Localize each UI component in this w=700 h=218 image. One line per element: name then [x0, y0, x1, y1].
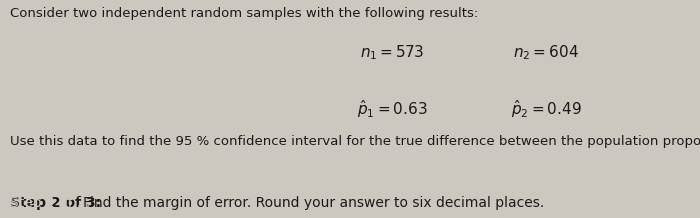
- Text: Step 2 of 3:: Step 2 of 3:: [10, 196, 101, 210]
- Text: $n_1 = 573$: $n_1 = 573$: [360, 44, 424, 62]
- Text: Find the margin of error. Round your answer to six decimal places.: Find the margin of error. Round your ans…: [83, 196, 544, 210]
- Text: $n_2 = 604$: $n_2 = 604$: [513, 44, 579, 62]
- Text: Consider two independent random samples with the following results:: Consider two independent random samples …: [10, 7, 478, 20]
- Text: Step 2 of 3:  Find the margin of error. Round your answer to six decimal places.: Step 2 of 3: Find the margin of error. R…: [10, 196, 560, 210]
- Text: $\hat{p}_1 = 0.63$: $\hat{p}_1 = 0.63$: [357, 98, 427, 120]
- Text: Use this data to find the 95 % confidence interval for the true difference betwe: Use this data to find the 95 % confidenc…: [10, 135, 700, 148]
- Text: $\hat{p}_2 = 0.49$: $\hat{p}_2 = 0.49$: [510, 98, 582, 120]
